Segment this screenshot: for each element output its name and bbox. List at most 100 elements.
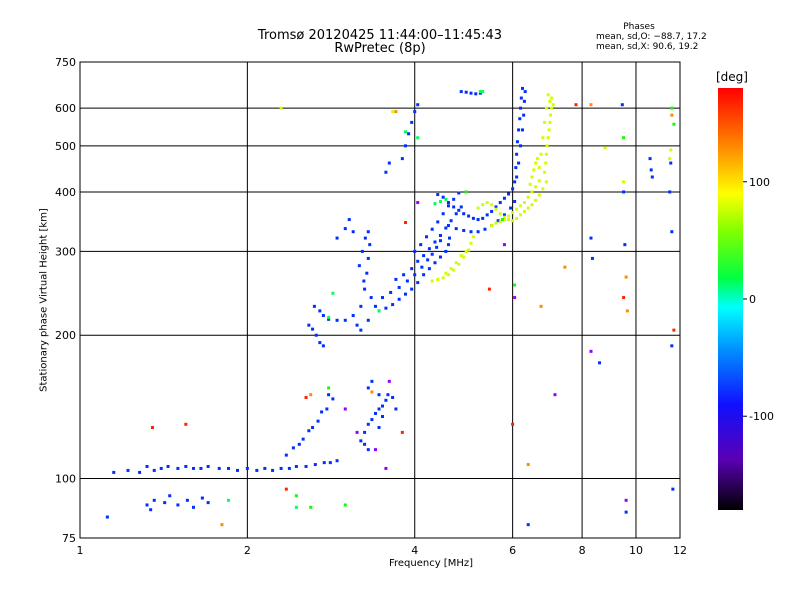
echo-point	[416, 201, 420, 205]
echo-point	[481, 90, 485, 94]
echo-point	[446, 224, 450, 228]
colorbar-title: [deg]	[716, 70, 748, 84]
echo-point	[446, 201, 450, 205]
echo-point	[539, 304, 543, 308]
colorbar-tick-label: 0	[749, 293, 756, 306]
echo-point	[150, 425, 154, 429]
phases-legend-title: Phases	[623, 22, 655, 32]
echo-point	[152, 468, 156, 472]
echo-point	[452, 197, 456, 201]
echo-point	[366, 230, 370, 234]
echo-point	[462, 212, 466, 216]
echo-point	[373, 448, 377, 452]
echo-point	[519, 106, 523, 110]
echo-point	[574, 103, 578, 107]
echo-point	[347, 218, 351, 222]
echo-point	[404, 144, 408, 148]
echo-point	[309, 505, 313, 509]
echo-point	[366, 256, 370, 260]
echo-point	[511, 219, 515, 223]
x-tick-label: 8	[579, 544, 586, 557]
echo-point	[380, 414, 384, 418]
echo-point	[217, 466, 221, 470]
echo-point	[669, 148, 673, 152]
echo-point	[314, 333, 318, 337]
echo-point	[413, 110, 417, 114]
chart-subtitle: RwPretec (8p)	[334, 41, 426, 56]
echo-point	[511, 187, 515, 191]
phases-legend-x-mode: mean, sd,X: 90.6, 19.2	[596, 42, 699, 52]
echo-point	[227, 466, 231, 470]
echo-point	[490, 209, 494, 213]
echo-point	[394, 110, 398, 114]
echo-point	[590, 256, 594, 260]
echo-point	[343, 227, 347, 231]
echo-point	[426, 258, 430, 262]
echo-point	[331, 397, 335, 401]
echo-point	[389, 290, 393, 294]
phases-legend-o-mode: mean, sd,O: −88.7, 17.2	[596, 32, 707, 42]
echo-point	[551, 103, 555, 107]
echo-point	[537, 166, 541, 170]
x-tick-label: 4	[411, 544, 418, 557]
echo-point	[436, 193, 440, 197]
echo-point	[357, 264, 361, 268]
echo-point	[549, 113, 553, 117]
echo-point	[416, 136, 420, 140]
echo-point	[490, 224, 494, 228]
echo-point	[427, 247, 431, 251]
echo-point	[294, 464, 298, 468]
echo-point	[321, 344, 325, 348]
echo-point	[515, 140, 519, 144]
echo-point	[467, 248, 471, 252]
echo-point	[316, 419, 320, 423]
echo-point	[622, 136, 626, 140]
echo-point	[436, 277, 440, 281]
echo-point	[320, 410, 324, 414]
echo-point	[511, 211, 515, 215]
echo-point	[519, 213, 523, 217]
echo-point	[563, 265, 567, 269]
echo-point	[176, 466, 180, 470]
echo-point	[112, 470, 116, 474]
echo-point	[589, 103, 593, 107]
echo-point	[462, 255, 466, 259]
echo-point	[331, 291, 335, 295]
echo-point	[670, 113, 674, 117]
echo-point	[322, 461, 326, 465]
echo-point	[520, 128, 524, 132]
echo-point	[444, 197, 448, 201]
echo-point	[359, 439, 363, 443]
echo-point	[548, 120, 552, 124]
echo-point	[457, 262, 461, 266]
echo-point	[502, 218, 506, 222]
echo-point	[366, 448, 370, 452]
echo-point	[672, 328, 676, 332]
echo-point	[425, 235, 429, 239]
echo-point	[476, 230, 480, 234]
echo-point	[589, 236, 593, 240]
echo-point	[539, 152, 543, 156]
echo-point	[366, 318, 370, 322]
echo-point	[449, 219, 453, 223]
echo-point	[541, 136, 545, 140]
echo-point	[519, 96, 523, 100]
echo-point	[522, 201, 526, 205]
echo-point	[438, 255, 442, 259]
echo-point	[309, 393, 313, 397]
echo-point	[422, 254, 426, 258]
echo-point	[433, 202, 437, 206]
echo-point	[530, 190, 534, 194]
echo-point	[410, 287, 414, 291]
echo-point	[550, 106, 554, 110]
echo-point	[464, 90, 468, 94]
echo-point	[462, 228, 466, 232]
echo-point	[327, 386, 331, 390]
echo-point	[454, 261, 458, 265]
echo-point	[430, 227, 434, 231]
echo-point	[648, 157, 652, 161]
echo-point	[138, 470, 142, 474]
echo-point	[670, 106, 674, 110]
echo-point	[311, 425, 315, 429]
colorbar-ticks: 100 0 -100	[743, 176, 774, 423]
